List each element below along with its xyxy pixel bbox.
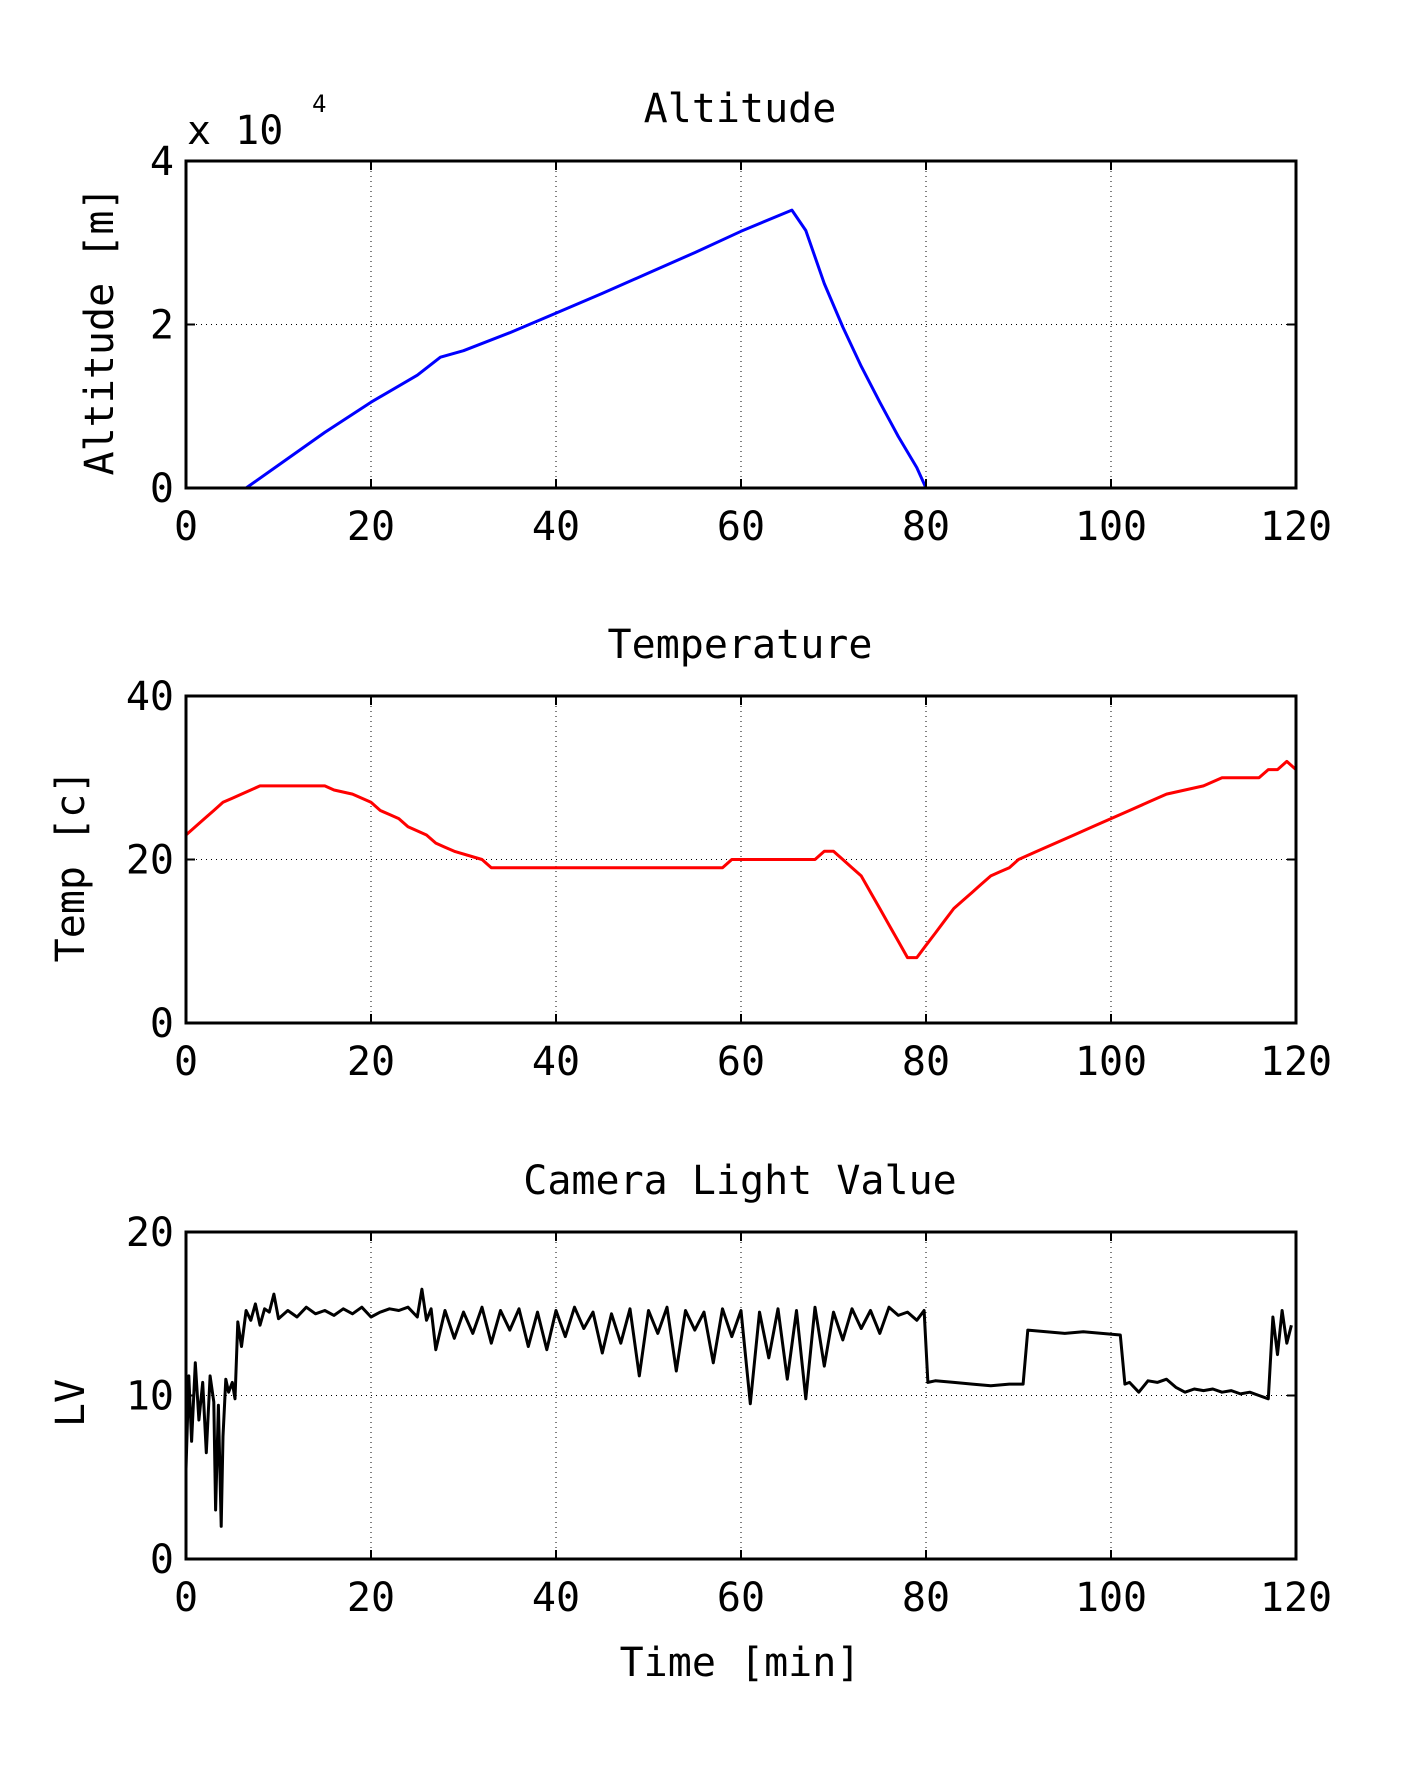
x-tick-label: 0 (174, 1039, 198, 1085)
y-tick-label: 0 (150, 1001, 174, 1047)
x-tick-label: 100 (1075, 504, 1147, 550)
altitude-grid (186, 161, 1296, 488)
y-tick-label: 20 (126, 838, 174, 884)
temperature-title: Temperature (608, 622, 873, 668)
x-tick-label: 120 (1260, 1039, 1332, 1085)
y-tick-label: 0 (150, 466, 174, 512)
temperature-series (185, 759, 1297, 960)
y-tick-label: 10 (126, 1374, 174, 1420)
altitude-x-ticks: 0 20 40 60 80 100 120 (174, 161, 1332, 550)
x-tick-label: 100 (1075, 1039, 1147, 1085)
x-tick-label: 20 (347, 1575, 395, 1621)
x-tick-label: 80 (902, 1575, 950, 1621)
light-value-panel: Camera Light Value LV Time [min] 0 20 40 60… (48, 1158, 1332, 1686)
light-value-grid (186, 1232, 1296, 1559)
y-tick-label: 40 (126, 674, 174, 720)
altitude-ylabel: Altitude [m] (77, 187, 123, 476)
x-tick-label: 100 (1075, 1575, 1147, 1621)
x-tick-label: 0 (174, 1575, 198, 1621)
y-tick-label: 20 (126, 1210, 174, 1256)
altitude-multiplier: x 10 (187, 108, 283, 154)
light-value-series (184, 1287, 1293, 1528)
temperature-ylabel: Temp [c] (48, 770, 94, 963)
x-tick-label: 60 (717, 504, 765, 550)
x-tick-label: 120 (1260, 1575, 1332, 1621)
temperature-x-ticks: 0 20 40 60 80 100 120 (174, 696, 1332, 1085)
temperature-panel: Temperature Temp [c] 0 20 40 60 80 100 120 0 20… (48, 622, 1332, 1085)
x-tick-label: 80 (902, 504, 950, 550)
light-value-ylabel: LV (48, 1379, 94, 1427)
light-value-xlabel: Time [min] (620, 1640, 861, 1686)
y-tick-label: 4 (150, 139, 174, 185)
y-tick-label: 0 (150, 1537, 174, 1583)
light-value-x-ticks: 0 20 40 60 80 100 120 (174, 1232, 1332, 1621)
temperature-y-ticks: 0 20 40 (126, 674, 1296, 1047)
light-value-title: Camera Light Value (523, 1158, 956, 1204)
temperature-series-line (185, 759, 1297, 960)
x-tick-label: 120 (1260, 504, 1332, 550)
light-value-y-ticks: 0 10 20 (126, 1210, 1296, 1583)
light-value-series-line (184, 1287, 1293, 1528)
altitude-series (186, 208, 1292, 490)
x-tick-label: 40 (532, 1039, 580, 1085)
altitude-series-line (186, 208, 1292, 490)
altitude-panel: Altitude Altitude [m] x 10 4 0 20 40 60 80 10… (77, 86, 1332, 550)
x-tick-label: 20 (347, 504, 395, 550)
y-tick-label: 2 (150, 303, 174, 349)
x-tick-label: 0 (174, 504, 198, 550)
altitude-y-ticks: 0 2 4 (150, 139, 1296, 512)
altitude-title: Altitude (644, 86, 837, 132)
x-tick-label: 20 (347, 1039, 395, 1085)
x-tick-label: 40 (532, 1575, 580, 1621)
x-tick-label: 80 (902, 1039, 950, 1085)
altitude-multiplier-exponent: 4 (312, 90, 326, 118)
x-tick-label: 60 (717, 1575, 765, 1621)
x-tick-label: 40 (532, 504, 580, 550)
x-tick-label: 60 (717, 1039, 765, 1085)
